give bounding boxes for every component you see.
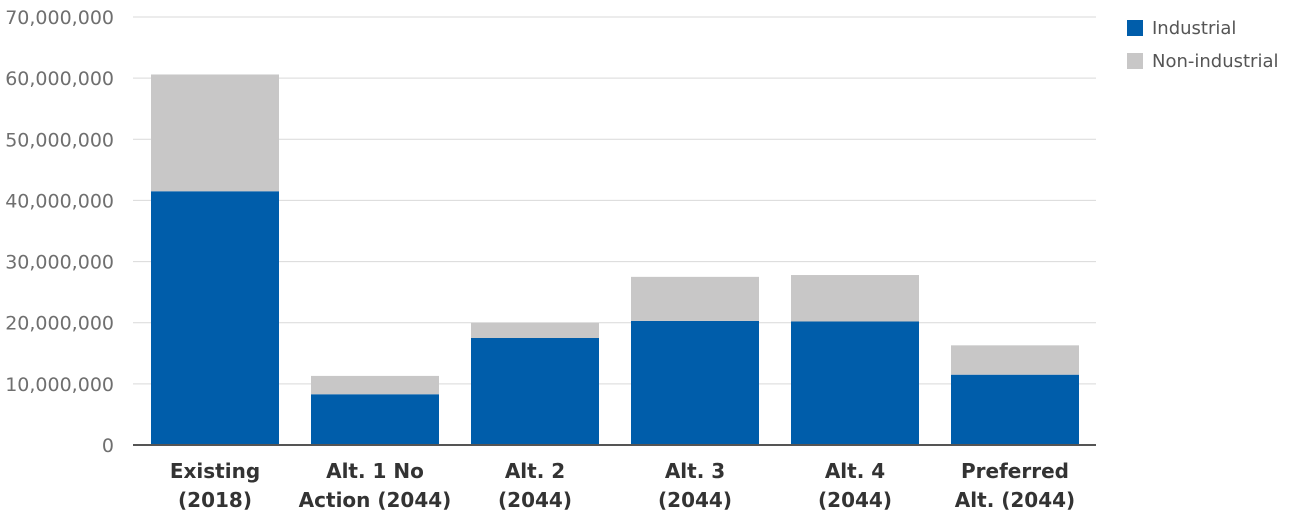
- bar-non-industrial-4: [791, 275, 919, 322]
- y-tick-label: 50,000,000: [5, 129, 114, 151]
- x-category-label: (2018): [178, 488, 252, 512]
- legend-label: Industrial: [1152, 18, 1236, 39]
- y-tick-label: 10,000,000: [5, 374, 114, 396]
- y-tick-label: 70,000,000: [5, 7, 114, 29]
- legend-swatch-non-industrial: [1127, 53, 1143, 69]
- x-axis-category-labels: Existing (2018) Alt. 1 No Action (2044) Alt.…: [170, 459, 1075, 512]
- bar-industrial-2: [471, 338, 599, 445]
- bar-non-industrial-0: [151, 74, 279, 192]
- y-tick-label: 40,000,000: [5, 190, 114, 212]
- bar-non-industrial-5: [951, 345, 1079, 375]
- x-category-label: Preferred: [961, 459, 1069, 483]
- x-category-label: Existing: [170, 459, 260, 483]
- x-category-label: Alt. 2: [505, 459, 565, 483]
- x-category-label: Action (2044): [299, 488, 452, 512]
- bar-non-industrial-1: [311, 375, 439, 395]
- y-tick-label: 30,000,000: [5, 252, 114, 274]
- x-category-label: Alt. 3: [665, 459, 725, 483]
- y-axis-tick-labels: 0 10,000,000 20,000,000 30,000,000 40,000,00…: [5, 7, 114, 457]
- bar-industrial-1: [311, 394, 439, 445]
- y-tick-label: 60,000,000: [5, 68, 114, 90]
- x-category-label: Alt. (2044): [955, 488, 1075, 512]
- y-tick-label: 0: [102, 435, 114, 457]
- bars: [151, 74, 1079, 445]
- x-category-label: Alt. 4: [825, 459, 885, 483]
- bar-non-industrial-2: [471, 322, 599, 338]
- x-category-label: (2044): [818, 488, 892, 512]
- x-category-label: Alt. 1 No: [326, 459, 424, 483]
- x-category-label: (2044): [498, 488, 572, 512]
- gridlines: [133, 16, 1096, 385]
- x-category-label: (2044): [658, 488, 732, 512]
- bar-non-industrial-3: [631, 276, 759, 321]
- bar-industrial-5: [951, 374, 1079, 445]
- legend: Industrial Non-industrial: [1127, 18, 1279, 72]
- bar-industrial-3: [631, 320, 759, 445]
- legend-label: Non-industrial: [1152, 51, 1279, 72]
- y-tick-label: 20,000,000: [5, 313, 114, 335]
- bar-industrial-0: [151, 191, 279, 445]
- legend-swatch-industrial: [1127, 20, 1143, 36]
- bar-industrial-4: [791, 321, 919, 445]
